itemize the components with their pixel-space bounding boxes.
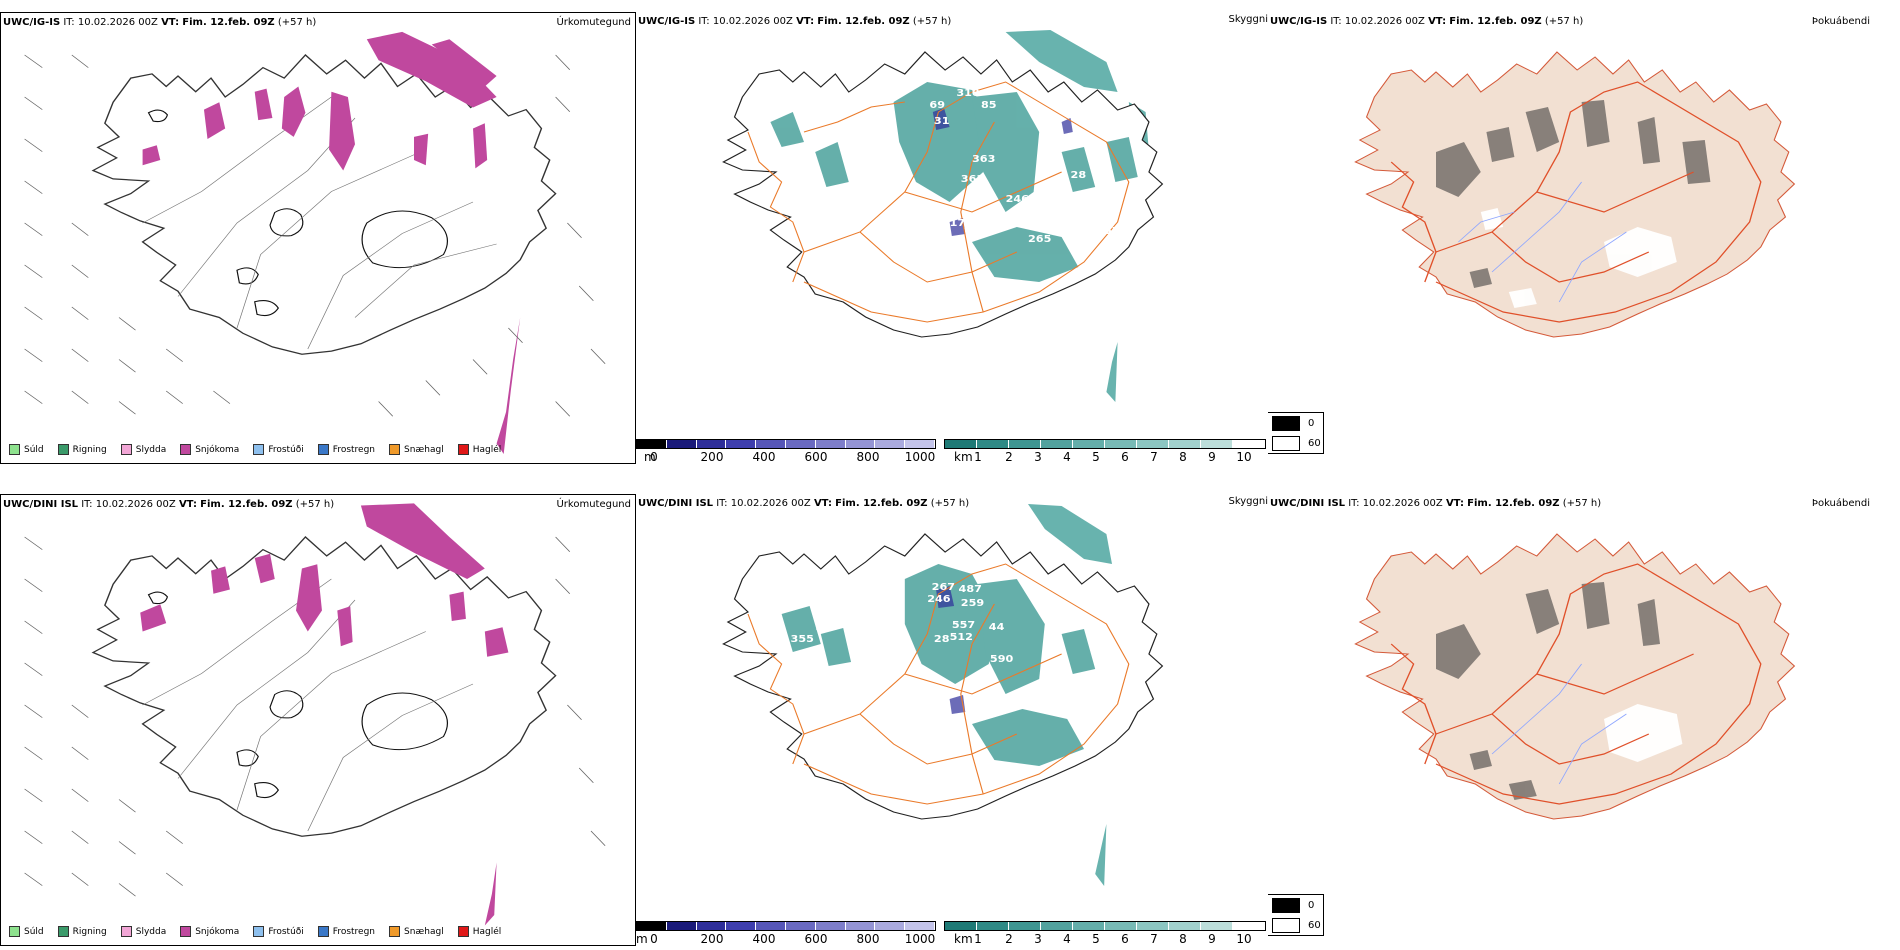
svg-text:247: 247 [898, 681, 921, 693]
legend-item: Snæhagl [389, 444, 444, 455]
svg-text:28: 28 [934, 633, 950, 645]
legend-item: Slydda [120, 926, 166, 937]
legend-item: 60 [1268, 433, 1323, 453]
svg-text:85: 85 [981, 99, 997, 111]
precip-map [24, 503, 606, 926]
legend-item: Frostregn [317, 926, 375, 937]
svg-text:65: 65 [985, 695, 1001, 707]
svg-text:31: 31 [934, 115, 950, 127]
svg-text:259: 259 [961, 597, 984, 609]
svg-text:590: 590 [990, 653, 1013, 665]
svg-text:35: 35 [849, 595, 865, 607]
legend-item: Frostregn [317, 444, 375, 455]
fog-legend: 0 60 [1268, 894, 1324, 936]
legend-item: Súld [9, 444, 44, 455]
fog-map [1354, 533, 1795, 820]
svg-text:28: 28 [1071, 169, 1087, 181]
svg-text:44: 44 [989, 621, 1005, 633]
legend-item: Snæhagl [389, 926, 444, 937]
svg-text:73: 73 [871, 107, 887, 119]
legend-item: 0 [1268, 413, 1323, 433]
fog-panel-top: UWC/IG-IS IT: 10.02.2026 00Z VT: Fim. 12… [1268, 12, 1900, 464]
visibility-colorbar: km 1 2 3 4 5 6 7 8 9 10 [944, 921, 1266, 946]
svg-text:41: 41 [838, 685, 854, 697]
svg-text:389: 389 [853, 119, 876, 131]
svg-text:363: 363 [961, 173, 984, 185]
legend-item: Rigning [57, 444, 107, 455]
svg-text:168: 168 [1076, 235, 1099, 247]
visibility-colorbar: km 1 2 3 4 5 6 7 8 9 10 [944, 439, 1266, 464]
panel-header: UWC/IG-IS IT: 10.02.2026 00Z VT: Fim. 12… [638, 16, 952, 27]
svg-text:363: 363 [972, 153, 995, 165]
cloudbase-colorbar: m 0 200 400 600 800 1000 [636, 921, 936, 946]
visibility-map: 310 85 69 389 73 31 363 363 246 28 265 1… [722, 30, 1164, 402]
svg-text:355: 355 [791, 633, 814, 645]
svg-text:994: 994 [1006, 509, 1029, 521]
visibility-panel-top: UWC/IG-IS IT: 10.02.2026 00Z VT: Fim. 12… [636, 12, 1272, 464]
svg-text:246: 246 [927, 593, 950, 605]
panel-header: UWC/DINI ISL IT: 10.02.2026 00Z VT: Fim.… [1270, 498, 1602, 509]
legend-item: Snjókoma [180, 926, 239, 937]
panel-title: Þokuábendi [1811, 498, 1870, 509]
legend-item: Frostúði [253, 444, 304, 455]
legend-item: Haglél [457, 926, 501, 937]
legend-item: Snjókoma [180, 444, 239, 455]
precip-type-panel-bottom: UWC/DINI ISL IT: 10.02.2026 00Z VT: Fim.… [0, 494, 636, 946]
precip-map [24, 31, 606, 454]
svg-text:175: 175 [950, 217, 973, 229]
visibility-labels: 310 85 69 389 73 31 363 363 246 28 265 1… [853, 87, 1119, 247]
svg-text:310: 310 [956, 87, 979, 99]
svg-text:57: 57 [1104, 225, 1120, 237]
legend-item: Slydda [120, 444, 166, 455]
fog-legend: 0 60 [1268, 412, 1324, 454]
legend-item: Haglél [457, 444, 501, 455]
svg-text:267: 267 [932, 581, 955, 593]
panel-title: Skyggni [1228, 496, 1268, 507]
svg-text:17: 17 [898, 219, 914, 231]
legend-item: Frostúði [253, 926, 304, 937]
svg-text:557: 557 [952, 619, 975, 631]
svg-text:19: 19 [968, 213, 984, 225]
cloudbase-colorbar: m 0 200 400 600 800 1000 [636, 439, 936, 464]
fog-panel-bottom: UWC/DINI ISL IT: 10.02.2026 00Z VT: Fim.… [1268, 494, 1900, 946]
precip-type-panel-top: UWC/IG-IS IT: 10.02.2026 00Z VT: Fim. 12… [0, 12, 636, 464]
panel-title: Úrkomutegund [556, 17, 631, 28]
visibility-map: 994 267 487 246 259 557 512 28 945 355 3… [722, 504, 1164, 886]
svg-text:165: 165 [1050, 701, 1073, 713]
visibility-labels: 994 267 487 246 259 557 512 28 945 355 3… [791, 509, 1074, 713]
svg-text:487: 487 [959, 583, 982, 595]
legend-item: 60 [1268, 915, 1323, 935]
svg-text:512: 512 [950, 631, 973, 643]
fog-map [1354, 51, 1795, 338]
svg-text:69: 69 [929, 99, 945, 111]
panel-title: Skyggni [1228, 14, 1268, 25]
panel-header: UWC/DINI ISL IT: 10.02.2026 00Z VT: Fim.… [3, 499, 335, 510]
precip-type-legend: Súld Rigning Slydda Snjókoma Frostúði Fr… [9, 444, 515, 455]
legend-item: 0 [1268, 895, 1323, 915]
panel-title: Þokuábendi [1811, 16, 1870, 27]
visibility-panel-bottom: UWC/DINI ISL IT: 10.02.2026 00Z VT: Fim.… [636, 494, 1272, 946]
panel-header: UWC/IG-IS IT: 10.02.2026 00Z VT: Fim. 12… [3, 17, 317, 28]
precip-type-legend: Súld Rigning Slydda Snjókoma Frostúði Fr… [9, 926, 515, 937]
panel-header: UWC/DINI ISL IT: 10.02.2026 00Z VT: Fim.… [638, 498, 970, 509]
panel-header: UWC/IG-IS IT: 10.02.2026 00Z VT: Fim. 12… [1270, 16, 1584, 27]
panel-title: Úrkomutegund [556, 499, 631, 510]
legend-item: Rigning [57, 926, 107, 937]
svg-text:945: 945 [815, 621, 838, 633]
svg-text:246: 246 [1006, 193, 1029, 205]
legend-item: Súld [9, 926, 44, 937]
svg-text:265: 265 [1028, 233, 1051, 245]
